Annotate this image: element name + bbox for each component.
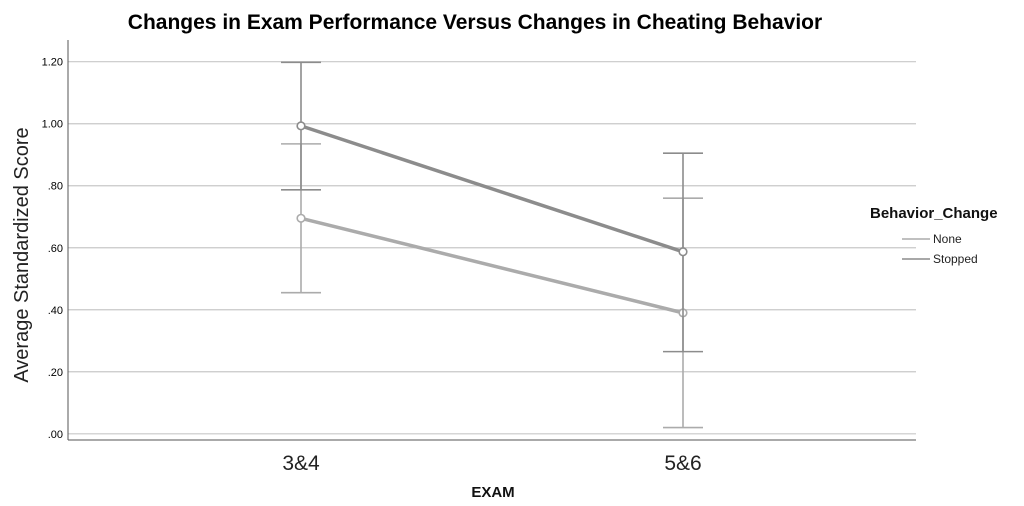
legend-title: Behavior_Change <box>870 205 998 222</box>
series-none <box>281 143 703 429</box>
y-tick-label: .00 <box>48 429 63 441</box>
x-tick-label: 3&4 <box>282 452 320 475</box>
y-tick-label: 1.20 <box>42 57 63 69</box>
y-tick-label: .20 <box>48 367 63 379</box>
y-tick-label: 1.00 <box>42 119 63 131</box>
series-stopped <box>281 61 703 353</box>
y-tick-label: .40 <box>48 305 63 317</box>
data-point <box>296 121 306 131</box>
series-line <box>300 216 684 315</box>
legend-entry-stopped: Stopped <box>933 252 978 266</box>
y-tick-label: .80 <box>48 181 63 193</box>
data-point <box>296 213 306 223</box>
chart-title: Changes in Exam Performance Versus Chang… <box>128 11 822 34</box>
data-point <box>678 247 688 257</box>
series-line <box>300 124 684 254</box>
x-axis-label: EXAM <box>471 484 514 501</box>
y-tick-label: .60 <box>48 243 63 255</box>
x-tick-label: 5&6 <box>664 452 701 475</box>
y-axis-label: Average Standardized Score <box>11 127 33 382</box>
legend-entry-none: None <box>933 232 962 246</box>
